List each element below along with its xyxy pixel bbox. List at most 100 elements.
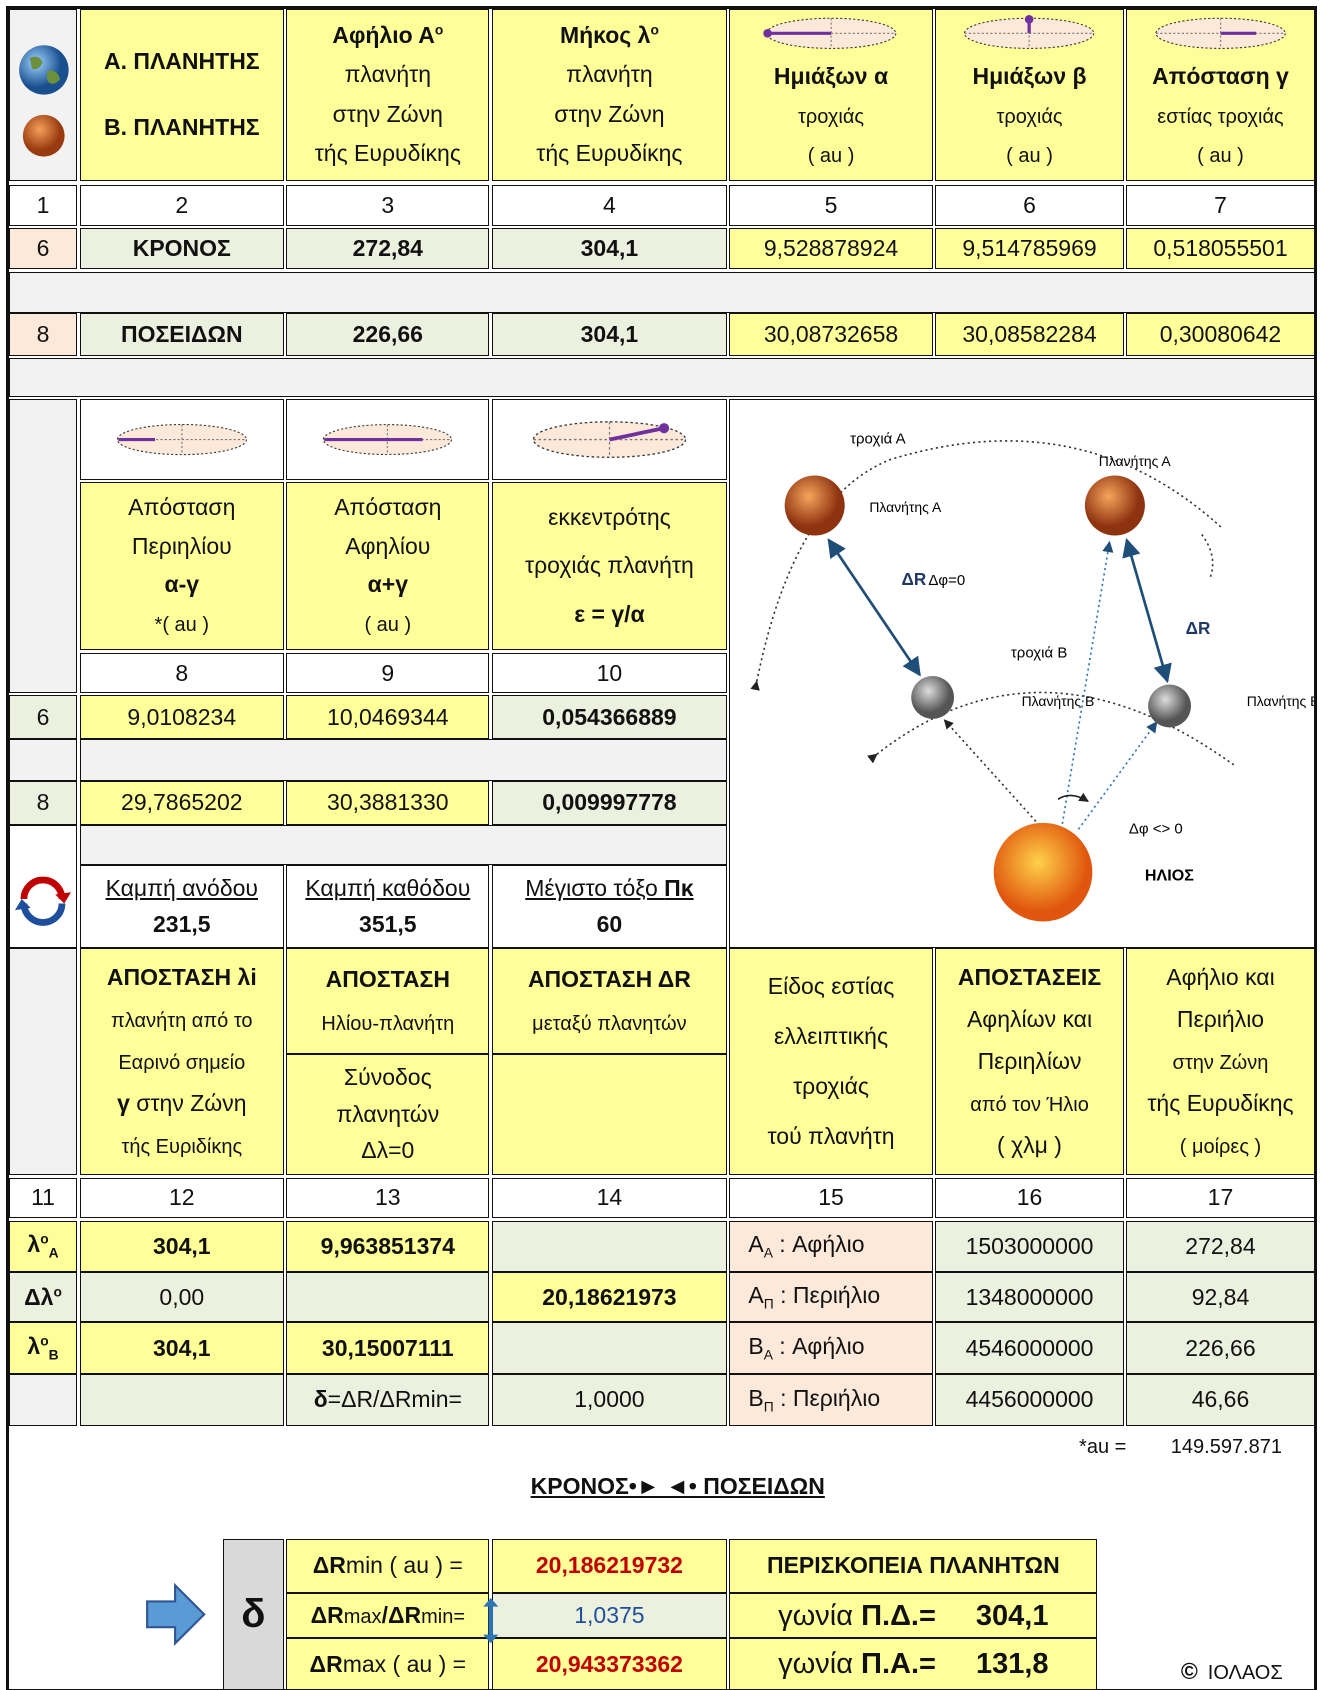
cell-line: λoB: [27, 1333, 58, 1364]
cell: 149.597.871: [1162, 1431, 1291, 1459]
cell-text: 5: [824, 192, 838, 219]
cell: 9,514785969: [934, 228, 1125, 270]
orbit-icon: [1155, 17, 1286, 50]
cell-text: ε = γ/α: [574, 600, 645, 627]
cell-line: δ: [241, 1591, 265, 1638]
cell-line: 1503000000: [966, 1233, 1094, 1260]
cell-text: τής Ευρυδίκης: [314, 140, 461, 167]
shape: [827, 538, 922, 677]
cell-line: Αφηλίων και: [967, 1006, 1092, 1033]
cell-line: ελλειπτικής: [774, 1023, 888, 1050]
cell-text: Πκ: [664, 875, 694, 902]
cell-text: 226,66: [1185, 1334, 1256, 1361]
cell: 10: [491, 653, 728, 694]
cell-line: Απόσταση: [128, 494, 235, 521]
cell-text: 20,186219732: [535, 1552, 683, 1579]
cell: δ=ΔR/ΔRmin=: [286, 1374, 490, 1426]
cell-line: Απόσταση: [334, 494, 441, 521]
cell-text: o: [434, 22, 444, 38]
cell-text: ( au ): [1197, 144, 1244, 167]
shape: [19, 45, 69, 95]
cell: 13: [286, 1178, 490, 1218]
cell-line: 30,3881330: [327, 789, 449, 816]
cell-line: τού πλανήτη: [768, 1123, 895, 1150]
cell: 6: [8, 695, 78, 740]
cell-text: ΑΠΟΣΤΑΣΗ ΔR: [527, 965, 691, 992]
orbit-icon: [1148, 15, 1293, 52]
shape: [994, 822, 1093, 922]
cell-text: στην Ζώνη: [554, 100, 665, 127]
cell-line: τροχιάς: [793, 1073, 869, 1100]
cell: 2: [79, 185, 284, 227]
cell: δ: [222, 1539, 284, 1690]
cell-line: Σύνοδος: [344, 1064, 432, 1091]
cell-text: 231,5: [153, 911, 211, 938]
cell-line: 30,15007111: [322, 1335, 454, 1362]
diagram-label: Πλανήτης Α: [1099, 453, 1172, 469]
orbit-icon: [763, 17, 897, 50]
cell-line: 11: [31, 1184, 55, 1211]
shape: [1061, 540, 1114, 824]
cell: Δλo: [8, 1271, 78, 1323]
cell-line: στην Ζώνη: [554, 101, 664, 128]
cell-text: Αφηλίων και: [966, 1006, 1093, 1032]
cell-text: 0,00: [159, 1283, 205, 1310]
cell-line: Περιηλίου: [132, 533, 232, 560]
cell-line: ΔRmin ( au ) =: [313, 1552, 463, 1579]
cell: 0,054366889: [491, 695, 728, 740]
cell: AΠ : Περιήλιο: [729, 1271, 933, 1323]
cell-text: 30,08582284: [962, 320, 1097, 347]
cell-line: 272,84: [1185, 1233, 1255, 1260]
cell-text: 20,943373362: [535, 1650, 683, 1677]
cell: [8, 739, 78, 782]
cell-text: min ( au ) =: [345, 1552, 463, 1579]
cell-text: B: [48, 1347, 59, 1363]
shape: [23, 114, 65, 157]
cell-text: A: [763, 1347, 773, 1363]
cell-line: ( au ): [1006, 141, 1053, 169]
cell-text: o: [40, 1231, 49, 1247]
cell-text: τροχιάς: [798, 105, 865, 128]
cell: Αφήλιο Αo πλανήτη στην Ζώνη τής Ευρυδίκης: [286, 8, 490, 182]
cell-text: α+γ: [367, 571, 408, 598]
cell: [491, 1221, 728, 1272]
cell: 20,186219732: [491, 1539, 728, 1593]
cell: ΔRmin ( au ) =: [286, 1539, 490, 1593]
cell-line: 20,943373362: [536, 1651, 683, 1678]
cell-line: 5: [825, 192, 838, 219]
cell-text: max: [343, 1605, 382, 1628]
cell-line: 4456000000: [966, 1386, 1094, 1413]
cell-line: 0,054366889: [542, 704, 676, 731]
cell-line: 7: [1214, 192, 1227, 219]
cell: 6: [934, 185, 1125, 227]
cell-line: ΑΠΟΣΤΑΣΗ ΔR: [528, 966, 691, 993]
cell-text: ΑΠΟΣΤΑΣΗ: [325, 965, 450, 992]
cell-text: 304,1: [153, 1232, 211, 1259]
cell-line: 0,30080642: [1160, 321, 1282, 348]
cell-line: 1348000000: [966, 1284, 1094, 1311]
cell-text: *( au ): [154, 613, 210, 636]
cell-line: 149.597.871: [1171, 1432, 1282, 1460]
cell: [491, 1322, 728, 1375]
cell-text: πλανητών: [336, 1100, 440, 1127]
cell-text: από τον Ήλιο: [970, 1093, 1089, 1116]
cell: 304,1: [491, 312, 728, 356]
cell-text: ΠΕΡΙΣΚΟΠΕΙΑ ΠΛΑΝΗΤΩΝ: [766, 1552, 1060, 1579]
diagram-label: ΔR: [902, 569, 927, 589]
cell-line: 0,518055501: [1153, 235, 1287, 262]
cell-text: ΑΠΟΣΤΑΣΕΙΣ: [957, 964, 1102, 991]
cell-line: 3: [381, 192, 394, 219]
cell-line: λoA: [27, 1231, 58, 1262]
cell-line: 304,1: [153, 1233, 211, 1260]
cell-text: 131,8: [975, 1648, 1049, 1680]
cell-line: ΑΠΟΣΤΑΣΗ: [326, 966, 450, 993]
cell-line: 226,66: [1185, 1335, 1255, 1362]
cell: Α. ΠΛΑΝΗΤΗΣ Β. ΠΛΑΝΗΤΗΣ: [79, 8, 284, 182]
cell-text: 10: [596, 659, 623, 686]
cell: 11: [8, 1178, 78, 1218]
cell: 272,84: [1126, 1221, 1315, 1272]
cell-text: 12: [168, 1184, 195, 1211]
cell: 1: [8, 185, 78, 227]
cell: [79, 1374, 284, 1426]
cell-line: 6: [1023, 192, 1036, 219]
